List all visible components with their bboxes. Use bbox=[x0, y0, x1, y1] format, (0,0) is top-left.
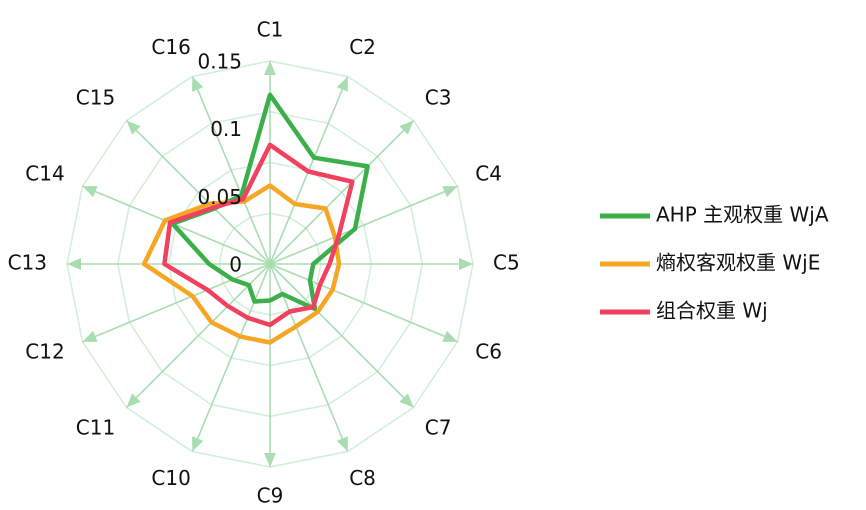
axis-arrow-c7 bbox=[399, 393, 414, 408]
axis-arrow-c14 bbox=[82, 186, 98, 198]
category-label-c16: C16 bbox=[151, 35, 190, 59]
axis-arrow-c4 bbox=[442, 186, 458, 198]
axis-arrow-c12 bbox=[82, 330, 98, 342]
axis-line-c7 bbox=[269, 263, 415, 409]
category-label-c7: C7 bbox=[425, 415, 452, 439]
category-label-c13: C13 bbox=[8, 251, 47, 275]
axis-arrow-c8 bbox=[336, 436, 348, 452]
radial-tick-label: 0.1 bbox=[210, 117, 242, 141]
axis-arrow-c9 bbox=[264, 453, 276, 467]
category-labels: C1 C2 C3 C4 C5 C6 C7 C8 C9 C10 C11 C12 C13 C14 C15 C16 bbox=[8, 18, 520, 508]
category-label-c8: C8 bbox=[349, 466, 376, 490]
category-label-c4: C4 bbox=[475, 161, 502, 185]
axis-arrow-c10 bbox=[192, 436, 204, 452]
radar-axes bbox=[67, 61, 473, 467]
category-label-c9: C9 bbox=[257, 484, 284, 508]
axis-arrow-c11 bbox=[126, 393, 141, 408]
axis-arrow-c15 bbox=[126, 120, 141, 135]
legend: AHP 主观权重 WjA 熵权客观权重 WjE 组合权重 Wj bbox=[600, 203, 829, 323]
category-label-c12: C12 bbox=[25, 340, 64, 364]
axis-arrow-c6 bbox=[442, 330, 458, 342]
axis-line-c12 bbox=[82, 263, 271, 343]
axis-line-c16 bbox=[191, 76, 271, 265]
axis-line-c6 bbox=[269, 263, 458, 343]
axis-line-c11 bbox=[125, 263, 271, 409]
category-label-c10: C10 bbox=[151, 466, 190, 490]
radial-tick-labels: 0 0.05 0.1 0.15 bbox=[197, 50, 242, 277]
radial-tick-label: 0.05 bbox=[197, 185, 242, 209]
axis-arrow-c3 bbox=[399, 120, 414, 135]
category-label-c14: C14 bbox=[25, 161, 64, 185]
category-label-c6: C6 bbox=[475, 340, 502, 364]
category-label-c3: C3 bbox=[425, 86, 452, 110]
category-label-c1: C1 bbox=[257, 18, 284, 42]
category-label-c15: C15 bbox=[76, 86, 115, 110]
axis-line-c10 bbox=[191, 263, 271, 452]
axis-line-c15 bbox=[125, 119, 271, 265]
series-line-2 bbox=[141, 183, 342, 345]
legend-label-1: AHP 主观权重 WjA bbox=[656, 203, 829, 227]
axis-arrow-c1 bbox=[264, 61, 276, 75]
axis-arrow-c13 bbox=[67, 258, 81, 270]
category-label-c2: C2 bbox=[349, 35, 376, 59]
radial-tick-label: 0 bbox=[229, 253, 242, 277]
category-label-c5: C5 bbox=[493, 251, 520, 275]
legend-label-2: 熵权客观权重 WjE bbox=[656, 251, 820, 275]
legend-label-3: 组合权重 Wj bbox=[656, 299, 768, 323]
radar-series bbox=[141, 92, 370, 345]
axis-arrow-c16 bbox=[192, 76, 204, 92]
axis-line-c4 bbox=[269, 185, 458, 265]
series-line-3 bbox=[162, 142, 355, 328]
axis-arrow-c5 bbox=[459, 258, 473, 270]
axis-line-c3 bbox=[269, 119, 415, 265]
category-label-c11: C11 bbox=[76, 415, 115, 439]
axis-arrow-c2 bbox=[336, 76, 348, 92]
radial-tick-label: 0.15 bbox=[197, 50, 242, 74]
